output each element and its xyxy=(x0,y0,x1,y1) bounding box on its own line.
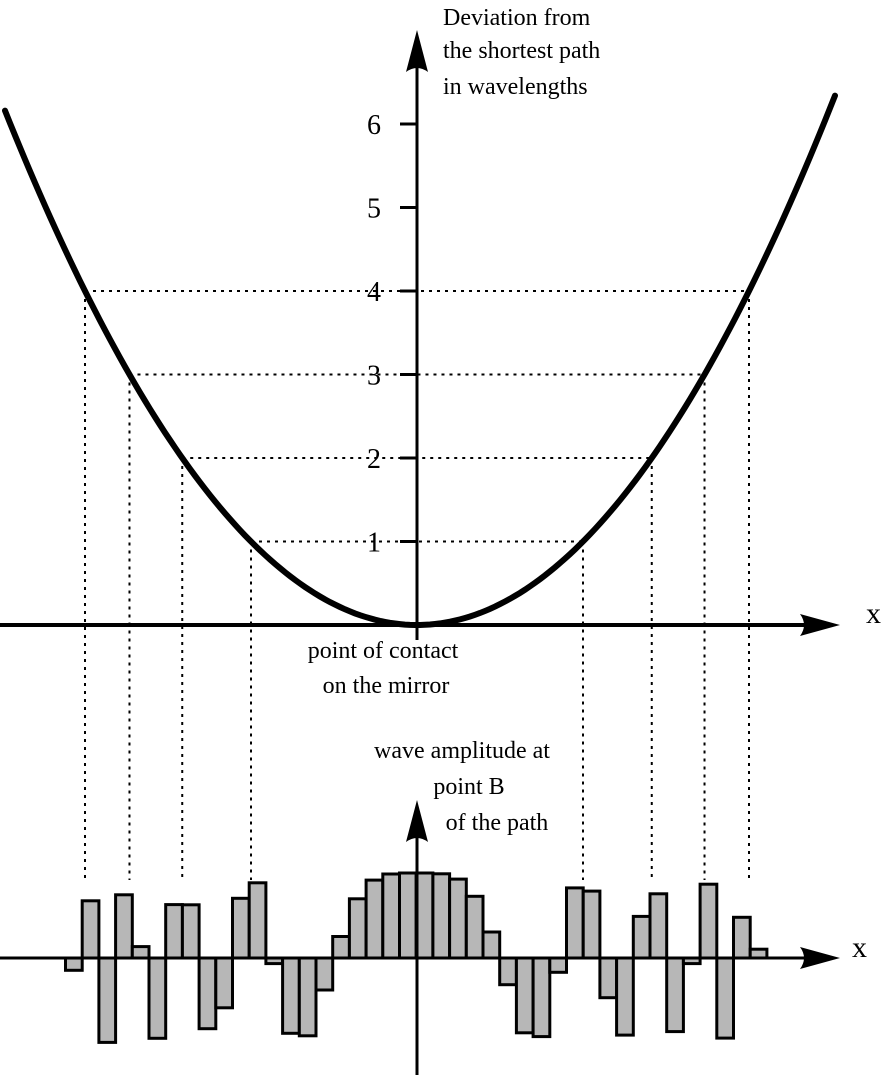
amplitude-bar xyxy=(331,935,351,960)
amplitude-bar xyxy=(414,871,435,960)
upper-y-label-line-3: in wavelengths xyxy=(443,74,588,100)
amplitude-bar xyxy=(431,872,452,960)
contact-point-label: point of contact on the mirror xyxy=(308,638,465,699)
amplitude-bar xyxy=(247,881,268,960)
amplitude-bar xyxy=(531,956,552,1039)
y-tick-label-6: 6 xyxy=(367,110,381,141)
y-tick-label-4: 4 xyxy=(367,277,381,308)
amplitude-bar xyxy=(481,930,502,960)
y-tick-label-2: 2 xyxy=(367,444,381,475)
upper-y-axis-arrow xyxy=(406,30,428,72)
lower-x-axis-arrow xyxy=(800,947,840,969)
amplitude-bar xyxy=(197,956,218,1031)
amplitude-bar xyxy=(347,897,368,960)
amplitude-bar xyxy=(281,956,301,1035)
amplitude-bar xyxy=(180,903,201,960)
contact-label-line-2: on the mirror xyxy=(323,673,450,699)
amplitude-bar xyxy=(648,892,669,960)
amplitude-bar xyxy=(548,956,568,974)
amplitude-bar xyxy=(498,956,518,987)
amplitude-bar xyxy=(381,872,401,960)
upper-y-ticks: 1 2 3 4 5 6 xyxy=(367,110,417,559)
amplitude-bar xyxy=(64,956,84,972)
y-tick-label-5: 5 xyxy=(367,194,381,225)
lower-y-axis-arrow xyxy=(406,800,428,842)
amplitude-bar xyxy=(130,945,151,960)
amplitude-bar xyxy=(147,956,168,1040)
amplitude-bar xyxy=(581,889,602,960)
lower-y-axis-label: wave amplitude at point B of the path xyxy=(374,738,556,836)
amplitude-bar xyxy=(715,956,735,1040)
amplitude-bar xyxy=(565,886,585,960)
lower-x-axis-label: x xyxy=(852,931,867,964)
amplitude-bar xyxy=(80,899,101,960)
upper-y-label-line-2: the shortest path xyxy=(443,38,600,64)
amplitude-bars xyxy=(64,871,769,1044)
amplitude-bar xyxy=(631,914,652,960)
amplitude-bar xyxy=(114,893,134,960)
amplitude-bar xyxy=(665,956,685,1034)
lower-y-label-line-3: of the path xyxy=(446,810,549,836)
upper-x-axis-arrow xyxy=(800,614,840,636)
amplitude-bar xyxy=(514,956,535,1035)
lower-y-label-line-2: point B xyxy=(433,774,504,800)
upper-y-axis-label: Deviation from the shortest path in wave… xyxy=(443,5,606,100)
amplitude-bar xyxy=(214,956,235,1010)
amplitude-bar xyxy=(314,956,335,992)
y-tick-label-1: 1 xyxy=(367,528,381,559)
amplitude-bar xyxy=(448,877,468,960)
amplitude-bar xyxy=(231,896,251,960)
amplitude-bar xyxy=(297,956,318,1038)
amplitude-bar xyxy=(732,915,752,960)
amplitude-bar xyxy=(97,956,118,1044)
lower-plot: wave amplitude at point B of the path x xyxy=(0,738,867,1075)
amplitude-bar xyxy=(698,882,719,960)
deviation-curve xyxy=(2,92,838,628)
amplitude-bar xyxy=(164,903,184,960)
amplitude-bar xyxy=(464,894,485,960)
contact-label-line-1: point of contact xyxy=(308,638,459,664)
amplitude-bar xyxy=(364,878,385,960)
upper-x-axis-label: x xyxy=(866,597,881,630)
upper-y-label-line-1: Deviation from xyxy=(443,5,591,31)
lower-y-label-line-1: wave amplitude at xyxy=(374,738,550,764)
amplitude-bar xyxy=(598,956,619,1000)
amplitude-bar xyxy=(615,956,635,1037)
y-tick-label-3: 3 xyxy=(367,361,381,392)
upper-plot: 1 2 3 4 5 6 Deviation from the shortest path … xyxy=(0,5,881,699)
amplitude-bar xyxy=(398,871,418,960)
